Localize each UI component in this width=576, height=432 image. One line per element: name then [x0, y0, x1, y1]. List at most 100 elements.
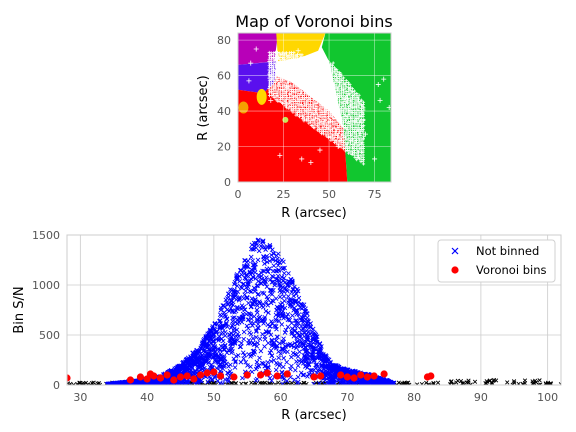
sn-point-not-binned: [274, 304, 280, 310]
map-marker: [353, 96, 357, 100]
sn-point-not-binned: [261, 321, 266, 326]
map-marker: [326, 94, 331, 98]
sn-point-not-binned: [211, 326, 217, 332]
sn-point-not-binned: [184, 382, 190, 385]
sn-point-black: [233, 380, 239, 385]
map-marker: [348, 87, 352, 91]
map-marker: [350, 146, 354, 150]
sn-point-black: [532, 380, 537, 385]
sn-point-not-binned: [257, 299, 262, 304]
map-marker: [357, 126, 361, 130]
sn-point-not-binned: [226, 374, 232, 380]
sn-point-black: [78, 380, 83, 385]
sn-point-not-binned: [262, 315, 268, 320]
sn-point-voronoi-bin: [156, 374, 165, 382]
sn-point-not-binned: [301, 372, 307, 378]
map-marker: [361, 140, 365, 145]
sn-point-black: [276, 380, 281, 385]
sn-point-voronoi-bin: [163, 371, 171, 379]
map-marker: [331, 70, 335, 74]
sn-point-not-binned: [231, 329, 237, 334]
map-marker: [276, 83, 280, 87]
sn-point-voronoi-bin: [310, 373, 318, 381]
map-marker: [281, 51, 285, 55]
sn-point-not-binned: [322, 381, 328, 385]
sn-point-not-binned: [278, 283, 284, 288]
sn-point-black: [272, 382, 278, 385]
map-xtick-label: 25: [277, 188, 291, 201]
map-marker: [361, 136, 365, 140]
map-marker: [381, 76, 387, 82]
map-marker: [349, 89, 353, 93]
sn-point-not-binned: [339, 367, 345, 372]
sn-point-not-binned: [307, 331, 313, 337]
map-marker: [332, 112, 337, 117]
map-marker: [348, 92, 352, 96]
map-marker: [302, 106, 306, 111]
sn-point-not-binned: [353, 381, 358, 385]
map-marker: [278, 99, 282, 103]
map-marker: [343, 136, 347, 140]
sn-point-not-binned: [245, 258, 251, 264]
sn-point-black: [77, 380, 82, 385]
sn-point-not-binned: [289, 326, 295, 331]
sn-point-not-binned: [248, 254, 254, 260]
sn-point-not-binned: [267, 242, 273, 248]
map-marker: [267, 72, 271, 76]
map-marker: [311, 106, 315, 110]
map-marker: [284, 74, 288, 79]
map-marker: [350, 104, 354, 108]
sn-point-voronoi-bin: [150, 372, 158, 380]
map-marker: [283, 73, 287, 77]
sn-point-not-binned: [299, 306, 305, 311]
sn-point-not-binned: [236, 334, 242, 339]
sn-point-not-binned: [223, 321, 229, 327]
sn-point-not-binned: [345, 367, 350, 373]
map-marker: [372, 156, 378, 162]
map-marker: [337, 72, 341, 77]
sn-point-not-binned: [220, 303, 226, 308]
map-marker: [300, 83, 304, 87]
map-marker: [322, 123, 326, 127]
map-marker: [342, 106, 346, 111]
sn-point-not-binned: [196, 349, 202, 354]
sn-point-not-binned: [222, 304, 228, 310]
map-marker: [361, 162, 366, 166]
sn-point-not-binned: [276, 349, 281, 355]
map-marker: [335, 68, 339, 72]
map-marker: [335, 76, 340, 80]
map-marker: [326, 60, 331, 64]
sn-point-not-binned: [224, 300, 230, 305]
map-ytick-label: 20: [217, 141, 231, 154]
sn-point-not-binned: [236, 320, 242, 325]
sn-point-not-binned: [271, 357, 277, 363]
sn-point-not-binned: [265, 360, 271, 365]
map-marker: [300, 111, 304, 115]
sn-point-not-binned: [250, 262, 256, 268]
sn-point-voronoi-bin: [136, 373, 145, 381]
sn-point-not-binned: [241, 296, 247, 301]
sn-point-not-binned: [228, 298, 234, 304]
sn-point-not-binned: [219, 364, 224, 369]
map-marker: [276, 50, 280, 55]
map-marker: [342, 125, 346, 129]
sn-point-not-binned: [260, 239, 265, 244]
map-marker: [338, 70, 342, 75]
sn-point-voronoi-bin: [273, 372, 281, 380]
map-marker: [304, 76, 308, 80]
sn-point-not-binned: [250, 336, 256, 341]
map-marker: [287, 68, 291, 72]
map-marker: [334, 78, 339, 82]
sn-point-not-binned: [281, 271, 287, 276]
sn-point-not-binned: [295, 288, 301, 294]
sn-point-black: [483, 381, 488, 385]
map-marker: [267, 87, 271, 91]
map-marker: [306, 56, 310, 60]
map-marker: [363, 131, 368, 137]
sn-point-not-binned: [309, 345, 315, 351]
map-marker: [271, 74, 275, 79]
sn-point-not-binned: [210, 329, 215, 335]
sn-point-not-binned: [270, 274, 276, 280]
sn-point-not-binned: [327, 374, 332, 380]
map-marker: [298, 55, 302, 60]
